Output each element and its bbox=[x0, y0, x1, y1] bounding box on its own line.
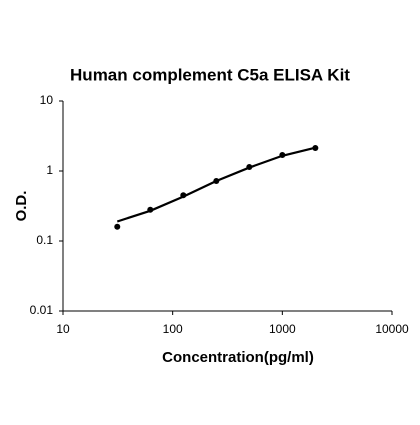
y-tick-label: 0.01 bbox=[30, 303, 54, 317]
y-tick-label: 10 bbox=[40, 93, 54, 107]
y-axis-label: O.D. bbox=[13, 191, 30, 222]
x-tick-label: 100 bbox=[163, 322, 183, 336]
y-tick-label: 1 bbox=[46, 163, 53, 177]
y-tick-label: 0.1 bbox=[36, 233, 53, 247]
x-tick-label: 10 bbox=[56, 322, 70, 336]
data-point bbox=[114, 223, 121, 230]
x-tick-label: 1000 bbox=[269, 322, 296, 336]
fit-curve bbox=[116, 146, 316, 223]
chart-title: Human complement C5a ELISA Kit bbox=[70, 65, 350, 84]
x-tick-label: 10000 bbox=[375, 322, 409, 336]
x-axis-label: Concentration(pg/ml) bbox=[162, 349, 314, 366]
